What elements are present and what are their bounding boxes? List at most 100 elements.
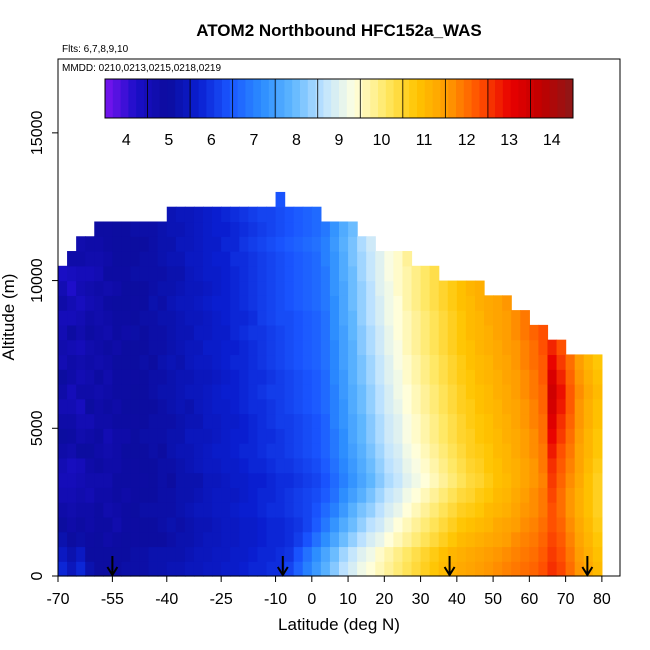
heatmap-cell [329,398,340,415]
heatmap-cell [538,487,549,503]
heatmap-cell [266,236,277,252]
heatmap-cell [175,428,186,444]
heatmap-cell [402,383,413,400]
heatmap-cell [465,310,476,326]
heatmap-cell [257,546,268,562]
heatmap-cell [266,295,277,311]
heatmap-cell [411,443,422,459]
heatmap-cell [121,516,132,533]
heatmap-cell [329,472,340,488]
heatmap-cell [311,546,322,562]
x-tick-label: 80 [593,591,611,608]
heatmap-cell [529,531,540,548]
heatmap-cell [366,561,376,577]
heatmap-cell [375,502,385,518]
heatmap-cell [511,472,521,488]
heatmap-cell [502,295,512,311]
heatmap-cell [112,339,123,356]
heatmap-cell [320,561,331,577]
heatmap-cell [112,324,123,341]
heatmap-cell [121,561,132,577]
heatmap-cell [275,428,286,444]
heatmap-cell [420,443,431,459]
heatmap-cell [221,413,231,429]
heatmap-cell [511,339,521,356]
heatmap-cell [556,339,567,356]
heatmap-cell [130,324,141,341]
heatmap-cell [302,339,313,356]
heatmap-cell [139,428,150,444]
heatmap-cell [85,251,95,267]
colorbar-tick-label: 14 [543,132,561,149]
heatmap-cell [375,443,385,459]
heatmap-cell [212,206,222,223]
heatmap-cell [157,354,168,370]
heatmap-cell [474,487,485,503]
heatmap-cell [420,324,431,341]
colorbar-swatch [401,79,410,118]
heatmap-cell [375,354,385,370]
heatmap-cell [311,561,322,577]
heatmap-cell [203,265,213,282]
heatmap-cell [257,428,268,444]
heatmap-cell [221,383,231,400]
heatmap-cell [166,472,177,488]
heatmap-cell [402,487,413,503]
heatmap-cell [502,457,512,474]
heatmap-cell [320,443,331,459]
heatmap-cell [284,206,295,223]
heatmap-cell [148,487,159,503]
heatmap-cell [67,531,77,548]
heatmap-cell [438,428,449,444]
heatmap-cell [203,398,213,415]
heatmap-cell [284,280,295,296]
heatmap-cell [248,310,259,326]
heatmap-cell [257,502,268,518]
heatmap-cell [175,221,186,237]
heatmap-cell [456,561,467,577]
heatmap-cell [257,295,268,311]
heatmap-cell [375,324,385,341]
heatmap-cell [465,398,476,415]
heatmap-cell [529,546,540,562]
heatmap-cell [547,398,558,415]
heatmap-cell [375,472,385,488]
heatmap-cell [438,502,449,518]
heatmap-cell [302,472,313,488]
heatmap-cell [583,413,594,429]
heatmap-cell [58,354,68,370]
heatmap-cell [411,428,422,444]
heatmap-cell [393,251,404,267]
heatmap-cell [484,546,494,562]
heatmap-cell [103,251,113,267]
heatmap-cell [311,487,322,503]
heatmap-cell [58,280,68,296]
heatmap-cell [357,561,367,577]
heatmap-cell [266,428,277,444]
heatmap-cell [438,295,449,311]
heatmap-cell [474,280,485,296]
heatmap-cell [493,369,503,385]
heatmap-cell [565,413,576,429]
heatmap-cell [484,295,494,311]
heatmap-cell [58,398,68,415]
heatmap-cell [67,472,77,488]
heatmap-cell [366,443,376,459]
colorbar-swatch [323,79,332,118]
heatmap-cell [447,310,458,326]
heatmap-cell [85,265,95,282]
heatmap-cell [538,561,549,577]
heatmap-cell [103,502,113,518]
heatmap-cell [429,324,440,341]
chart-title: ATOM2 Northbound HFC152a_WAS [196,21,482,40]
heatmap-cell [175,251,186,267]
heatmap-cell [230,502,240,518]
heatmap-cell [157,236,168,252]
colorbar-swatch [385,79,395,118]
heatmap-cell [212,428,222,444]
heatmap-cell [130,531,141,548]
heatmap-cell [248,531,259,548]
heatmap-cell [257,265,268,282]
heatmap-cell [148,398,159,415]
heatmap-cell [293,531,304,548]
